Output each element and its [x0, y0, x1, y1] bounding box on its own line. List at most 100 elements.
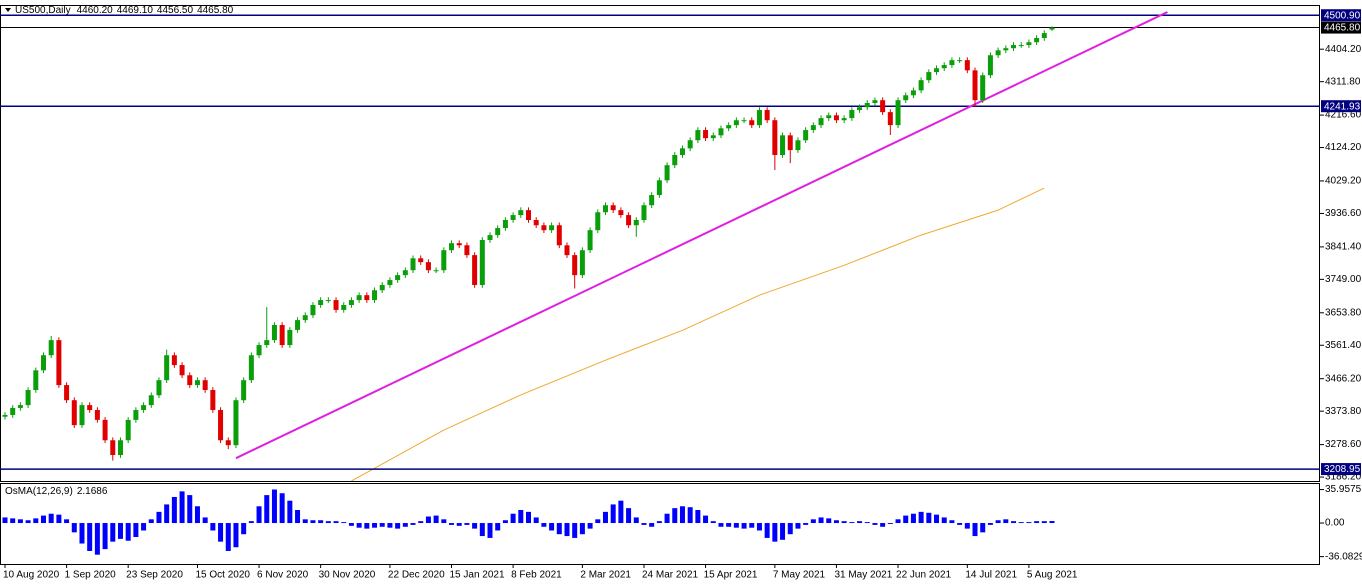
candle-body [10, 407, 16, 415]
indicator-bar [341, 522, 347, 524]
indicator-bar [741, 523, 747, 529]
indicator-y-tick-label: 0.00 [1325, 518, 1345, 529]
indicator-y-tick-label: 35.9575 [1325, 484, 1362, 495]
indicator-bar [372, 523, 378, 528]
indicator-bar [279, 493, 285, 524]
candle-body [572, 255, 578, 276]
indicator-bar [210, 523, 216, 531]
indicator-bar [772, 523, 778, 542]
candle-body [679, 148, 685, 156]
indicator-bar [910, 513, 916, 524]
candle-body [348, 300, 354, 306]
candle-body [295, 320, 301, 330]
indicator-bar [79, 523, 85, 544]
candle-body [610, 205, 616, 211]
x-tick-label: 6 Nov 2020 [257, 570, 309, 581]
indicator-bar [903, 515, 909, 524]
candle-body [803, 130, 809, 141]
candle-body [333, 300, 339, 310]
x-tick-label: 15 Oct 2020 [195, 570, 250, 581]
indicator-bar [656, 521, 662, 524]
indicator-bar [264, 495, 270, 524]
price-level-label: 4465.80 [1324, 23, 1361, 34]
candle-body [733, 120, 739, 126]
indicator-bar [179, 491, 185, 524]
symbol: US500,Daily [15, 5, 71, 16]
candle-body [964, 60, 970, 71]
candle-body [364, 295, 370, 301]
x-tick-label: 7 May 2021 [773, 570, 826, 581]
candle-body [325, 300, 331, 302]
candle-body [472, 255, 478, 285]
candle-body [587, 230, 593, 251]
symbol-menu-arrow[interactable] [5, 8, 11, 12]
indicator-bar [679, 506, 685, 524]
candle-body [934, 68, 940, 73]
indicator-bar [487, 523, 493, 538]
indicator-bar [302, 519, 308, 524]
indicator-bar [726, 523, 732, 527]
candle-body [1041, 33, 1047, 39]
candle-body [318, 300, 324, 306]
indicator-bar [703, 515, 709, 524]
y-tick-label: 4311.80 [1325, 76, 1361, 87]
x-tick-label: 31 May 2021 [834, 570, 892, 581]
indicator-bar [479, 523, 485, 537]
price-level-label: 3208.95 [1324, 464, 1361, 475]
indicator-bar [564, 523, 570, 537]
indicator-bar [1003, 519, 1009, 524]
indicator-bar [533, 517, 539, 524]
candle-body [949, 60, 955, 66]
candle-body [194, 380, 200, 386]
indicator-bar [425, 516, 431, 524]
indicator-bar [587, 523, 593, 529]
candle-body [541, 225, 547, 231]
candle-body [402, 270, 408, 276]
indicator-bar [194, 506, 200, 524]
ohlc-open: 4460.20 [77, 5, 114, 16]
indicator-bar [218, 523, 224, 542]
candle-body [564, 245, 570, 256]
candle-body [387, 280, 393, 285]
candle-body [502, 219, 508, 229]
candle-body [579, 250, 585, 276]
x-tick-label: 14 Jul 2021 [965, 570, 1017, 581]
indicator-bar [410, 523, 416, 525]
indicator-bar [133, 523, 139, 537]
candle-body [895, 100, 901, 126]
indicator-bar [356, 523, 362, 528]
indicator-bar [964, 523, 970, 529]
indicator-bar [849, 522, 855, 524]
indicator-bar [880, 523, 886, 527]
candle-body [17, 405, 23, 408]
indicator-bar [641, 523, 647, 525]
indicator-bar [995, 520, 1001, 524]
candle-body [372, 290, 378, 301]
indicator-bar [572, 523, 578, 538]
candle-body [233, 400, 239, 446]
indicator-bar [325, 521, 331, 524]
trendline [235, 11, 1168, 460]
candle-body [687, 140, 693, 149]
indicator-bar [125, 523, 131, 541]
indicator-bar [441, 519, 447, 524]
indicator-bar [1026, 522, 1032, 524]
indicator-bar [348, 523, 354, 526]
candle-body [241, 380, 247, 401]
moving-average [351, 187, 1045, 481]
price-level-tag [1321, 21, 1361, 34]
indicator-bar [872, 523, 878, 525]
candle-body [1018, 45, 1024, 47]
candle-body [141, 405, 147, 411]
indicator-bar [71, 523, 77, 533]
indicator-bar [826, 518, 832, 524]
indicator-bar [949, 520, 955, 524]
indicator-bar [395, 523, 401, 529]
candle-body [849, 110, 855, 119]
price-level-tag [1321, 463, 1361, 476]
indicator-bar [918, 511, 924, 524]
indicator-bar [64, 519, 70, 524]
indicator-bar [1011, 521, 1017, 524]
indicator-bar [25, 520, 31, 524]
